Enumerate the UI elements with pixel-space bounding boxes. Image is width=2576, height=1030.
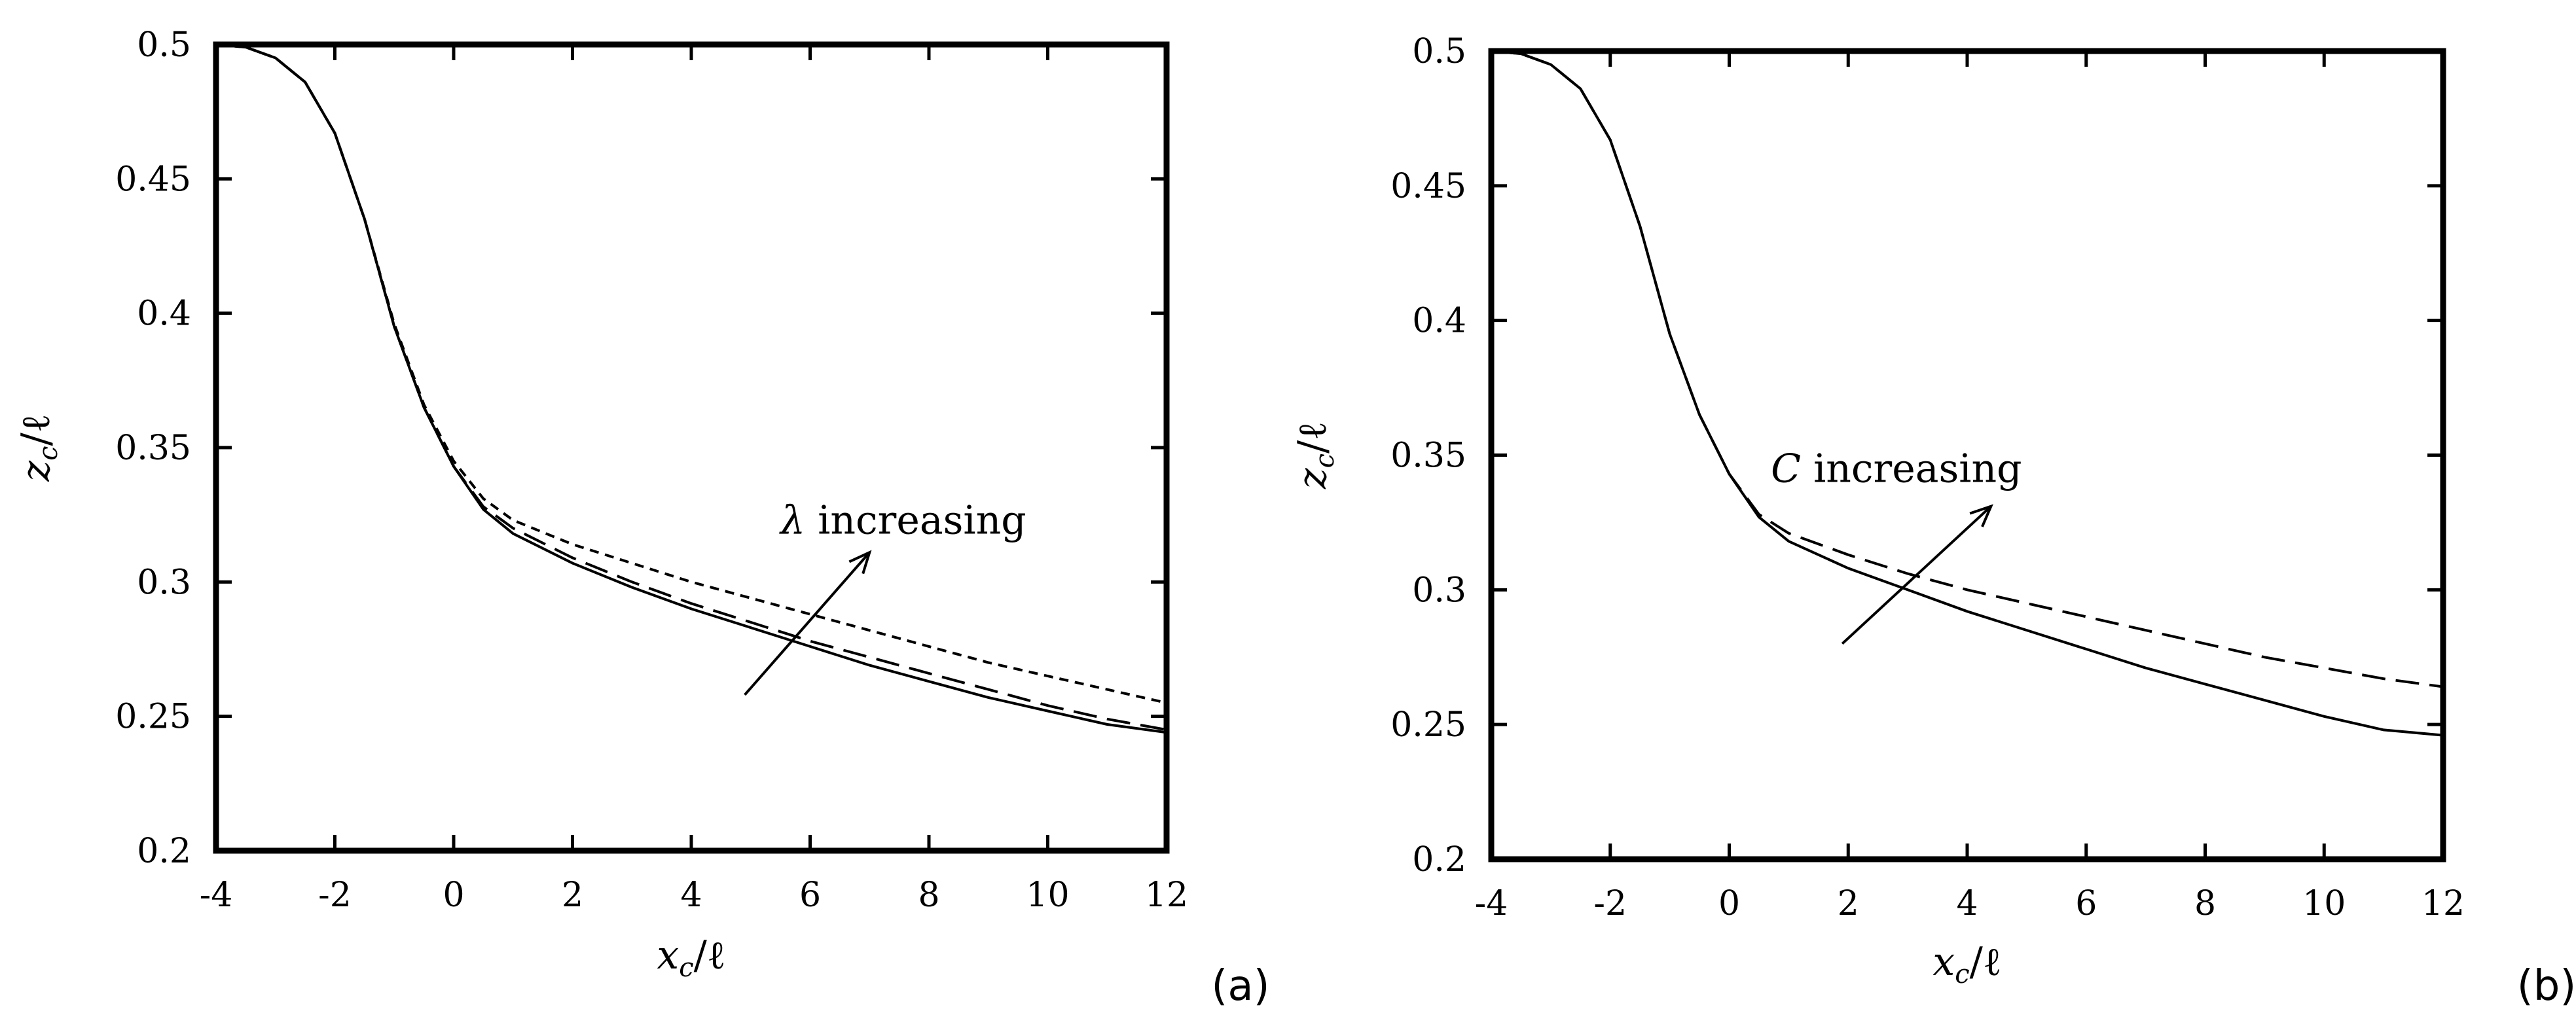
y-tick-label: 0.5 xyxy=(137,26,191,65)
y-tick-label: 0.25 xyxy=(1390,705,1466,745)
x-axis-title-tail: /ℓ xyxy=(694,932,726,978)
x-tick-label: 2 xyxy=(1838,884,1859,923)
y-axis-title-sub: c xyxy=(1310,453,1340,468)
annotation-text: increasing xyxy=(805,497,1026,543)
y-tick-label: 0.4 xyxy=(137,294,191,334)
annotation-text: increasing xyxy=(1801,446,2022,492)
y-tick-label: 0.3 xyxy=(1412,571,1466,610)
x-tick-label: -4 xyxy=(200,876,233,915)
x-axis-title: xc/ℓ xyxy=(1932,939,2001,989)
series-solid-line xyxy=(216,44,1167,734)
x-tick-label: 10 xyxy=(1026,876,1069,915)
y-axis-title-sub: c xyxy=(33,446,63,460)
y-tick-label: 0.25 xyxy=(115,698,191,737)
y-tick-label: 0.45 xyxy=(1390,167,1466,206)
x-tick-label: 4 xyxy=(680,876,702,915)
annotation-arrow-shaft xyxy=(1841,505,1992,645)
panel-label: (b) xyxy=(2517,962,2576,1010)
x-axis-title-sub: c xyxy=(1955,959,1969,989)
series-short-dashed-line xyxy=(216,44,1167,705)
panel-label: (a) xyxy=(1211,962,1269,1010)
annotation-label: λ increasing xyxy=(779,497,1026,543)
y-tick-label: 0.2 xyxy=(137,832,191,871)
y-tick-label: 0.3 xyxy=(137,563,191,602)
y-tick-label: 0.4 xyxy=(1412,302,1466,341)
y-axis-title-main: z xyxy=(1290,468,1335,489)
x-tick-label: 4 xyxy=(1956,884,1978,923)
y-tick-label: 0.35 xyxy=(115,429,191,468)
x-tick-label: -2 xyxy=(318,876,352,915)
x-axis-title-sub: c xyxy=(679,953,693,983)
y-axis-title-main: z xyxy=(13,461,59,482)
annotation-symbol: λ xyxy=(779,497,805,543)
series-group xyxy=(1491,51,2443,737)
series-solid-line xyxy=(1491,51,2443,737)
plot-frame xyxy=(213,41,1170,854)
y-axis-title: zc/ℓ xyxy=(1290,421,1340,489)
annotation-label: C increasing xyxy=(1771,446,2022,492)
y-axis-title: zc/ℓ xyxy=(13,414,63,482)
x-tick-label: 0 xyxy=(1718,884,1740,923)
series-dashed-line xyxy=(1491,51,2443,688)
x-axis-title-main: x xyxy=(657,932,679,978)
x-tick-label: 8 xyxy=(2194,884,2216,923)
x-tick-label: -4 xyxy=(1475,884,1508,923)
annotation-arrow-shaft xyxy=(744,551,871,696)
panel-a: -4 -2 0 2 4 6 8 10 120.20.250.30.350.40.450.5xc/… xyxy=(13,26,1270,1010)
y-axis-title-tail: /ℓ xyxy=(13,414,59,446)
x-tick-label: 6 xyxy=(799,876,821,915)
y-tick-label: 0.45 xyxy=(115,160,191,199)
x-tick-label: -2 xyxy=(1593,884,1627,923)
y-tick-label: 0.5 xyxy=(1412,32,1466,71)
y-tick-label: 0.35 xyxy=(1390,436,1466,476)
x-axis-title-tail: /ℓ xyxy=(1970,939,2002,985)
series-group xyxy=(216,44,1167,734)
x-tick-label: 10 xyxy=(2302,884,2346,923)
x-tick-label: 6 xyxy=(2075,884,2097,923)
x-tick-label: 0 xyxy=(443,876,464,915)
series-long-dashed-line xyxy=(216,44,1167,732)
x-tick-label: 8 xyxy=(918,876,939,915)
annotation-arrow-head xyxy=(1969,504,1993,527)
panel-b: -4 -2 0 2 4 6 8 10 120.20.250.30.350.40.450.5xc/… xyxy=(1290,32,2576,1010)
x-axis-title: xc/ℓ xyxy=(657,932,725,983)
x-tick-label: 12 xyxy=(1145,876,1188,915)
y-axis-title-tail: /ℓ xyxy=(1290,421,1335,453)
x-tick-label: 2 xyxy=(562,876,583,915)
y-tick-label: 0.2 xyxy=(1412,840,1466,879)
annotation-symbol: C xyxy=(1771,446,1801,492)
x-axis-title-main: x xyxy=(1932,939,1955,985)
annotation-arrow-head xyxy=(848,550,872,575)
x-tick-label: 12 xyxy=(2422,884,2465,923)
